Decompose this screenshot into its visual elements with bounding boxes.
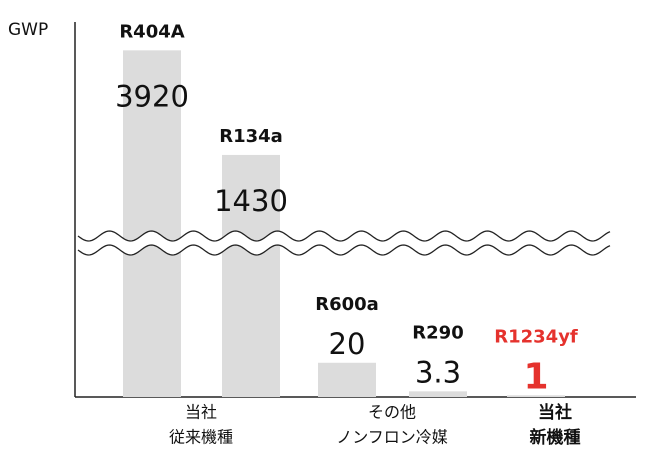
group-label: 当社 (538, 402, 572, 423)
bar (318, 362, 376, 397)
value-label: 1430 (214, 184, 288, 218)
value-label: 3.3 (415, 355, 461, 389)
axis-break-line (77, 244, 611, 256)
value-label: 3920 (115, 79, 189, 113)
y-axis-label: GWP (8, 20, 48, 40)
bar-name: R600a (315, 294, 379, 315)
axis-break-line (77, 230, 611, 242)
bar-name: R134a (219, 126, 283, 147)
value-label: 20 (329, 327, 366, 361)
bar (409, 391, 467, 397)
group-label: 当社 (185, 403, 217, 422)
group-label: 従来機種 (169, 428, 233, 447)
bar (222, 154, 280, 397)
axis-break-fill (78, 231, 610, 255)
bar (123, 50, 181, 398)
value-label: 1 (523, 356, 548, 397)
group-label: ノンフロン冷媒 (336, 428, 448, 447)
bar (507, 395, 565, 397)
bar-name: R404A (119, 21, 184, 42)
bar-name: R1234yf (494, 326, 578, 347)
group-label: 新機種 (530, 427, 581, 448)
bar-name: R290 (412, 322, 463, 343)
group-label: その他 (368, 403, 416, 422)
